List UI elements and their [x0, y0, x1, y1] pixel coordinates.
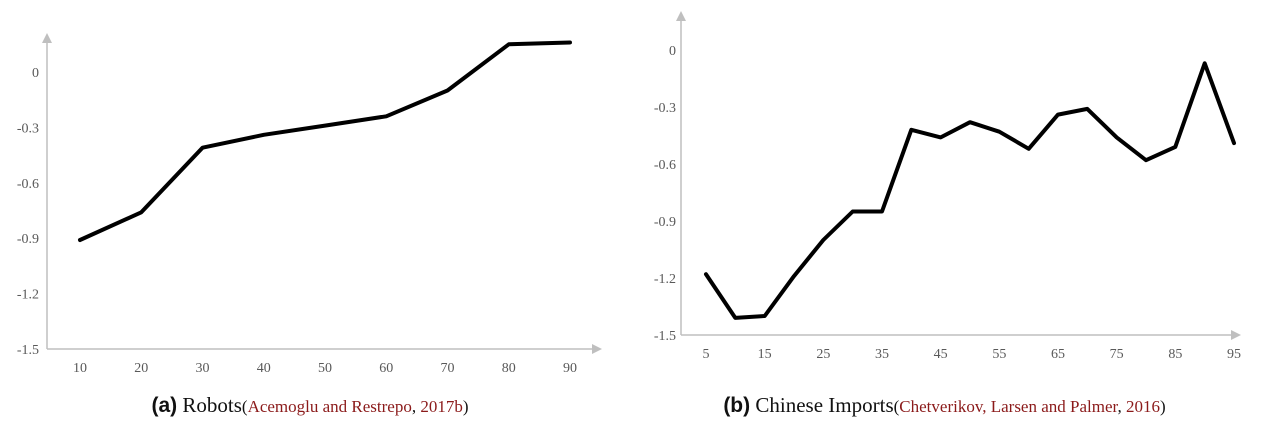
x-tick-label: 95 — [1227, 347, 1241, 362]
citation-authors-link[interactable]: Acemoglu and Restrepo — [247, 397, 412, 416]
x-tick-label: 80 — [502, 361, 516, 376]
data-point — [763, 314, 767, 318]
data-point — [1203, 61, 1207, 65]
data-point — [139, 210, 143, 214]
data-point — [1173, 145, 1177, 149]
y-tick-label: 0 — [669, 44, 676, 59]
y-tick-label: -0.6 — [17, 177, 39, 192]
data-point — [1056, 113, 1060, 117]
y-tick-label: 0 — [32, 66, 39, 81]
robots-line-chart: 0 -0.3 -0.6 -0.9 -1.2 -1.5 10 20 30 40 50 60 70 80 90 — [17, 33, 602, 376]
x-tick-label: 10 — [73, 361, 87, 376]
data-point — [323, 124, 327, 128]
x-tick-label: 15 — [758, 347, 772, 362]
y-axis-arrow-icon — [676, 11, 686, 21]
data-point — [1144, 158, 1148, 162]
y-tick-label: -0.3 — [17, 121, 39, 136]
caption-open-paren: ( — [893, 397, 900, 416]
x-axis-arrow-icon — [592, 344, 602, 354]
data-point — [939, 135, 943, 139]
x-tick-label: 60 — [379, 361, 393, 376]
robots-caption: (a) Robots(Acemoglu and Restrepo, 2017b) — [0, 393, 620, 418]
chinese-imports-line-chart: 0 -0.3 -0.6 -0.9 -1.2 -1.5 5 15 25 35 45 55 65 75 85 95 — [654, 11, 1241, 362]
data-point — [997, 130, 1001, 134]
caption-letter: (b) — [723, 394, 751, 417]
x-tick-label: 70 — [441, 361, 455, 376]
data-point — [851, 210, 855, 214]
y-tick-label: -1.2 — [17, 288, 39, 303]
y-tick-label: -0.9 — [654, 215, 676, 230]
chinese-imports-chart-panel: 0 -0.3 -0.6 -0.9 -1.2 -1.5 5 15 25 35 45 55 65 75 85 95… — [628, 0, 1261, 423]
x-tick-label: 20 — [134, 361, 148, 376]
x-tick-label: 55 — [992, 347, 1006, 362]
caption-separator: , — [1117, 397, 1126, 416]
y-tick-label: -0.6 — [654, 158, 676, 173]
caption-open-paren: ( — [241, 397, 248, 416]
data-point — [792, 274, 796, 278]
caption-title: Chinese Imports — [755, 393, 894, 417]
data-point — [201, 146, 205, 150]
y-tick-label: -1.5 — [17, 343, 39, 358]
series-line — [78, 40, 572, 242]
data-point — [909, 128, 913, 132]
data-point — [1115, 135, 1119, 139]
x-tick-label: 30 — [196, 361, 210, 376]
y-axis-arrow-icon — [42, 33, 52, 43]
x-tick-label: 50 — [318, 361, 332, 376]
robots-chart-panel: 0 -0.3 -0.6 -0.9 -1.2 -1.5 10 20 30 40 50 60 70 80 90 … — [0, 0, 620, 423]
x-tick-label: 5 — [703, 347, 710, 362]
caption-title: Robots — [182, 393, 242, 417]
data-point — [880, 210, 884, 214]
citation-year-link[interactable]: 2016 — [1126, 397, 1160, 416]
data-point — [78, 238, 82, 242]
series-line — [704, 61, 1236, 320]
x-tick-label: 90 — [563, 361, 577, 376]
data-point — [733, 316, 737, 320]
caption-close-paren: ) — [1160, 397, 1166, 416]
caption-close-paren: ) — [462, 397, 469, 416]
data-point — [821, 238, 825, 242]
chinese-imports-caption: (b) Chinese Imports(Chetverikov, Larsen … — [628, 393, 1261, 418]
caption-letter: (a) — [151, 394, 178, 417]
citation-authors-link[interactable]: Chetverikov, Larsen and Palmer — [899, 397, 1118, 416]
x-tick-label: 45 — [934, 347, 948, 362]
y-tick-label: -1.2 — [654, 272, 676, 287]
y-tick-label: -0.3 — [654, 101, 676, 116]
data-point — [1232, 141, 1236, 145]
x-tick-label: 35 — [875, 347, 889, 362]
data-point — [446, 88, 450, 92]
x-tick-label: 85 — [1168, 347, 1182, 362]
citation-year-link[interactable]: 2017b — [420, 397, 463, 416]
y-tick-label: -1.5 — [654, 329, 676, 344]
x-tick-label: 75 — [1110, 347, 1124, 362]
data-point — [968, 120, 972, 124]
x-tick-label: 25 — [816, 347, 830, 362]
data-point — [1027, 147, 1031, 151]
data-point — [262, 133, 266, 137]
x-tick-label: 40 — [257, 361, 271, 376]
data-point — [704, 272, 708, 276]
data-point — [1085, 107, 1089, 111]
x-axis-arrow-icon — [1231, 330, 1241, 340]
caption-separator: , — [411, 397, 421, 416]
data-point — [568, 40, 572, 44]
data-point — [384, 114, 388, 118]
data-point — [507, 42, 511, 46]
x-tick-label: 65 — [1051, 347, 1065, 362]
y-tick-label: -0.9 — [17, 232, 39, 247]
